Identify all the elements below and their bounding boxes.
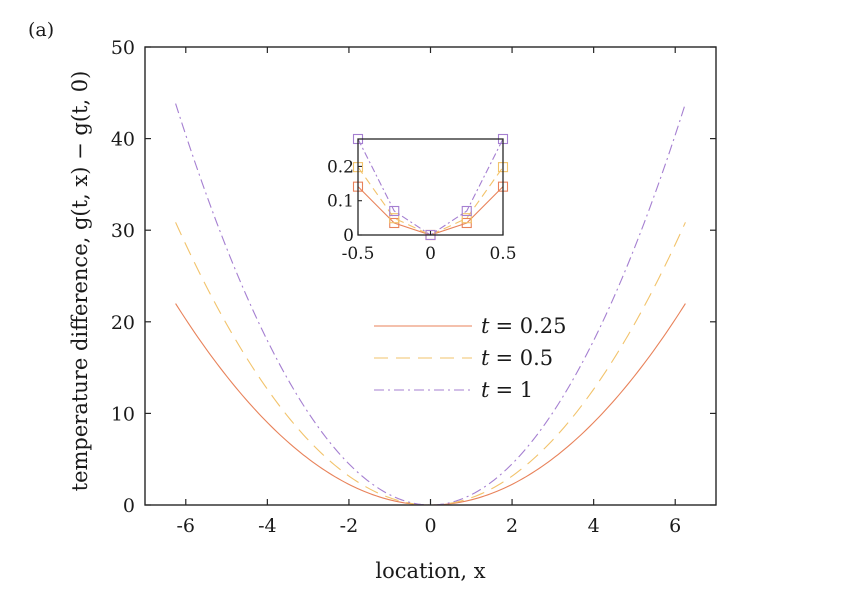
inset-plot: -0.5 0 0.500.10.2 xyxy=(327,133,517,264)
plot-frame xyxy=(144,46,717,506)
x-tick-label: -2 xyxy=(340,515,359,537)
inset-y-tick-label: 0.1 xyxy=(327,192,354,212)
legend-var: t xyxy=(481,346,490,370)
legend-label-1: t = 0.5 xyxy=(481,346,553,370)
legend-var: t xyxy=(481,314,490,338)
inset-background xyxy=(358,139,503,235)
legend-var: t xyxy=(481,378,490,402)
legend-value: = 0.25 xyxy=(495,314,566,338)
x-tick-label: 2 xyxy=(506,515,518,537)
y-tick-label: 30 xyxy=(111,220,135,242)
inset-y-tick-label: 0.2 xyxy=(327,157,354,177)
x-tick-label: -6 xyxy=(177,515,196,537)
x-axis-label: location, x xyxy=(375,559,485,583)
y-tick-label: 40 xyxy=(111,129,135,151)
inset-marker xyxy=(389,205,400,217)
inset-series-line-1 xyxy=(357,166,504,236)
inset-x-tick-label: 0 xyxy=(425,244,436,264)
x-tick-label: 6 xyxy=(669,515,681,537)
legend-label-0: t = 0.25 xyxy=(481,314,566,338)
inset-marker xyxy=(461,213,472,224)
inset-x-tick-label: 0.5 xyxy=(489,244,516,264)
x-tick-label: -4 xyxy=(258,515,277,537)
axis-labels: location, x temperature difference, g(t, … xyxy=(68,71,486,583)
inset-marker xyxy=(389,213,400,224)
main-plot: -6 -4 -2 0 2 4 6 0 10 20 30 40 50 xyxy=(111,37,717,537)
panel-label: (a) xyxy=(28,19,54,41)
legend-label-2: t = 1 xyxy=(481,378,533,402)
inset-y-tick-label: 0 xyxy=(343,226,354,246)
x-tick-label: 4 xyxy=(588,515,600,537)
y-tick-label: 50 xyxy=(111,37,135,59)
series-line-0 xyxy=(175,303,686,506)
inset-marker xyxy=(461,205,472,217)
series-line-2 xyxy=(175,103,686,506)
legend-value: = 0.5 xyxy=(495,346,553,370)
y-axis-label: temperature difference, g(t, x) − g(t, 0… xyxy=(68,71,92,492)
y-tick-label: 20 xyxy=(111,312,135,334)
inset-x-tick-label: -0.5 xyxy=(342,244,375,264)
y-tick-label: 0 xyxy=(123,495,135,517)
x-tick-label: 0 xyxy=(424,515,436,537)
legend: t = 0.25t = 0.5t = 1 xyxy=(374,314,566,402)
y-tick-label: 10 xyxy=(111,403,135,425)
legend-value: = 1 xyxy=(495,378,533,402)
series-line-1 xyxy=(175,222,686,506)
